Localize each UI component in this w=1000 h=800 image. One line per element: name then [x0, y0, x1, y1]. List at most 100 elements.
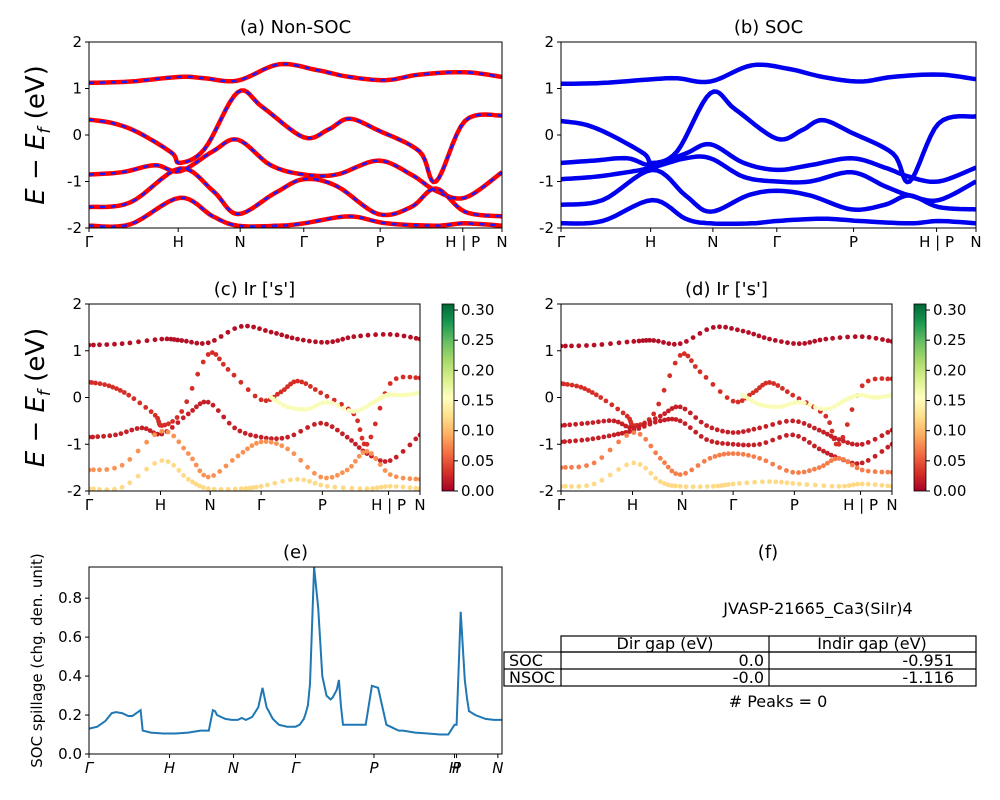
colorbar-tick-label: 0.30 [933, 301, 966, 319]
band-point [796, 481, 802, 487]
band-point [683, 484, 689, 490]
y-tick-label: -2 [539, 219, 554, 237]
band-point [657, 455, 663, 461]
band-point [615, 419, 621, 425]
band-point [885, 469, 891, 475]
band-point [280, 478, 285, 484]
band-point [608, 341, 613, 347]
band-point [387, 381, 393, 386]
y-tick-label: 2 [72, 33, 82, 51]
band-point [657, 413, 663, 419]
y-tick-label: -1 [539, 173, 554, 191]
band-point [340, 470, 345, 476]
band-point [180, 415, 186, 421]
band-point [647, 421, 653, 427]
band-point [665, 464, 671, 470]
band-point [790, 418, 796, 424]
band-point [677, 353, 683, 358]
band-point [709, 425, 715, 431]
x-tick-label: P [369, 759, 379, 777]
band-point [332, 484, 338, 490]
band-point [404, 392, 410, 398]
band-point [573, 421, 578, 427]
band-point [615, 431, 621, 437]
band-point [263, 398, 269, 404]
band-point [827, 405, 833, 411]
band-point [669, 468, 675, 474]
band-point [563, 465, 568, 470]
band-point [854, 465, 860, 471]
band-point [340, 431, 345, 437]
band-point [804, 482, 810, 487]
band-point [307, 478, 312, 484]
y-tick-label: 1 [544, 342, 554, 360]
band-point [360, 450, 366, 455]
band-point [661, 340, 666, 345]
band-point [586, 388, 591, 393]
band-point [648, 443, 654, 449]
band-point [112, 341, 117, 347]
band-point [763, 440, 769, 445]
band-point [305, 406, 310, 412]
band-point [889, 392, 892, 398]
x-tick-label: H [173, 233, 184, 251]
band-point [144, 466, 150, 472]
x-tick-label: N [496, 233, 507, 251]
x-tick-label: H | P [919, 233, 954, 251]
band-point [355, 408, 361, 414]
band-point [197, 468, 203, 474]
band-point [417, 390, 420, 396]
band-point [212, 338, 217, 343]
band-point [166, 421, 171, 427]
y-tick-label: 0 [544, 389, 554, 407]
band-point [683, 470, 688, 476]
band-point [773, 404, 778, 410]
band-point [197, 483, 203, 489]
band-point [772, 338, 778, 343]
band-point [89, 342, 92, 348]
band-point [258, 439, 264, 445]
band-point [689, 467, 695, 473]
band-point [744, 480, 750, 486]
band-point [821, 483, 827, 489]
band-point [812, 482, 818, 488]
y-axis-label: SOC spillage (chg. den. unit) [28, 553, 46, 768]
x-tick-label: Γ [85, 759, 95, 777]
band-point [591, 460, 597, 466]
band-point [225, 367, 231, 372]
band-point [801, 400, 807, 406]
band-point [341, 405, 346, 411]
band-point [393, 376, 399, 382]
band-point [796, 396, 802, 402]
band-point [285, 434, 290, 440]
band-point [210, 402, 216, 408]
band-point [316, 401, 322, 407]
band-point [268, 439, 274, 445]
material-id: JVASP-21665_Ca3(SiIr)4 [722, 599, 912, 619]
band-point [312, 480, 318, 486]
band-point [690, 335, 696, 340]
band-point [865, 378, 871, 384]
band-point [590, 436, 596, 442]
band-point [118, 431, 124, 436]
band-point [836, 483, 842, 489]
band-point [623, 423, 629, 429]
band-point [159, 458, 165, 463]
band-point [165, 429, 171, 435]
band-point [265, 482, 270, 488]
plot-area-a [89, 61, 502, 228]
band-point [134, 426, 140, 431]
band-point [567, 422, 573, 428]
band-point [318, 420, 324, 426]
x-tick-label: N [677, 496, 688, 514]
x-tick-label: H [449, 759, 460, 777]
band-point [784, 389, 790, 395]
band-point [849, 441, 855, 447]
band-point [272, 480, 278, 486]
band-point [773, 479, 779, 485]
band-point [828, 458, 834, 464]
band-point [93, 380, 98, 386]
band-point [611, 432, 617, 438]
band-point [295, 336, 300, 342]
y-tick-label: 0.8 [58, 589, 82, 607]
